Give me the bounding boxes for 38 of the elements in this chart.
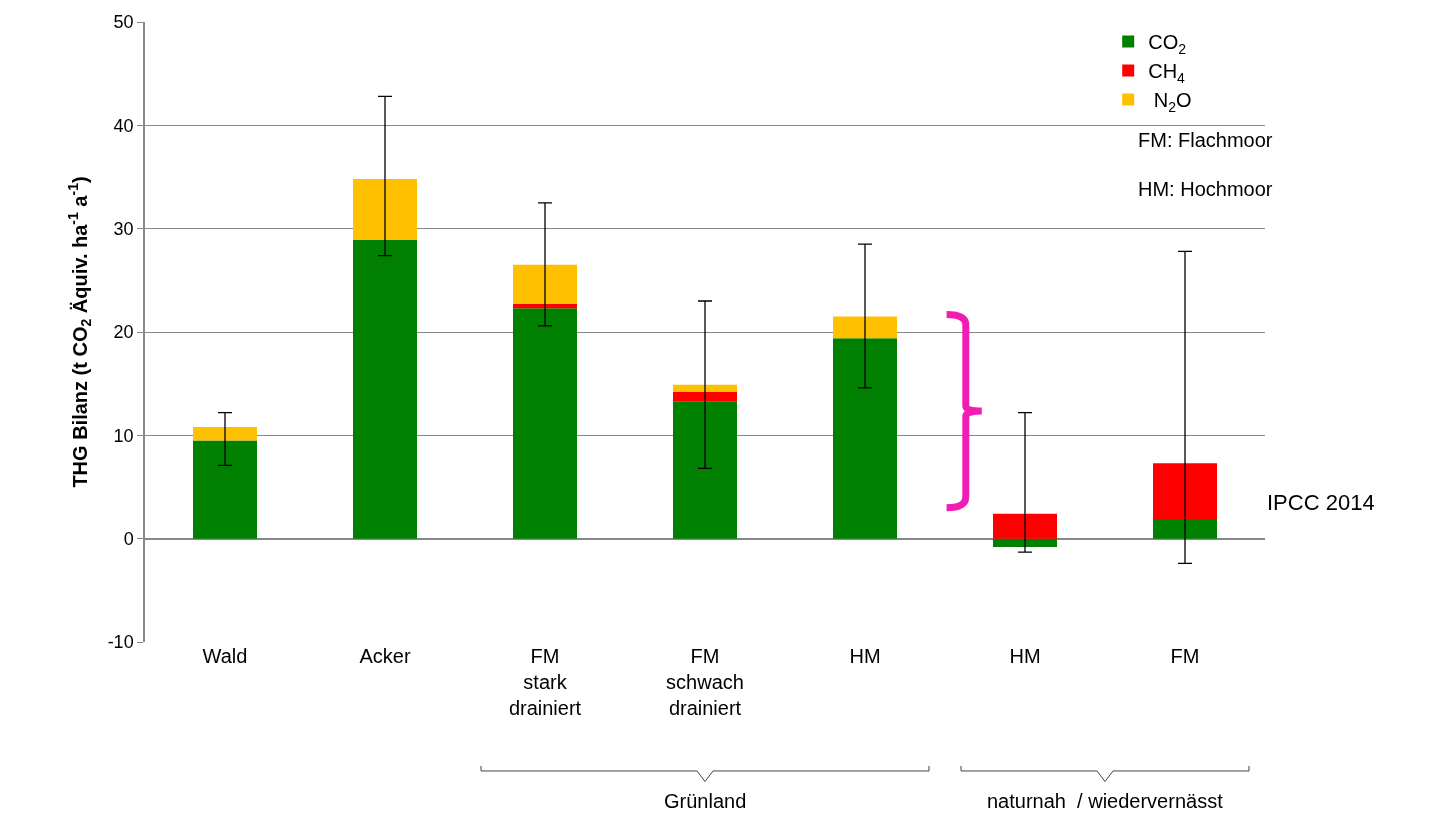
bar <box>1153 463 1217 521</box>
y-tick-label: 50 <box>113 12 134 33</box>
x-tick-label: FM <box>1170 645 1200 667</box>
bar <box>673 384 737 392</box>
annotation: FM: Flachmoor <box>1138 129 1273 151</box>
bar <box>193 427 257 441</box>
legend-label: CO$_{2}$ <box>1148 31 1187 57</box>
text: naturnah / wiedervernässt <box>987 790 1224 812</box>
y-tick-label: 0 <box>123 528 134 549</box>
text: IPCC 2014 <box>1267 490 1375 515</box>
x-tick-label: FM schwach drainiert <box>666 645 744 719</box>
x-tick-label: Wald <box>202 645 248 667</box>
y-tick-label: 40 <box>113 115 134 136</box>
x-tick-label: FM stark drainiert <box>508 645 582 719</box>
bar <box>993 538 1057 547</box>
bar <box>673 401 737 539</box>
bar <box>513 264 577 305</box>
annotation: HM: Hochmoor <box>1138 178 1273 200</box>
bar <box>673 391 737 402</box>
bar <box>513 308 577 539</box>
x-tick-label: Acker <box>359 645 411 667</box>
bar <box>353 179 417 241</box>
y-tick-label: 30 <box>113 218 134 239</box>
bar <box>833 316 897 339</box>
x-tick-label: HM <box>849 645 881 667</box>
bar <box>193 440 257 539</box>
bar <box>993 513 1057 539</box>
bar <box>513 304 577 309</box>
text: Grünland <box>664 790 747 812</box>
legend-label: N$_{2}$O <box>1148 89 1192 115</box>
legend-label: CH$_{4}$ <box>1148 60 1186 86</box>
y-tick-label: -10 <box>107 632 134 653</box>
y-tick-label: 10 <box>113 425 134 446</box>
y-tick-label: 20 <box>113 322 134 343</box>
x-tick-label: HM <box>1009 645 1041 667</box>
bar <box>353 240 417 539</box>
bar <box>833 338 897 539</box>
bar <box>1153 520 1217 539</box>
